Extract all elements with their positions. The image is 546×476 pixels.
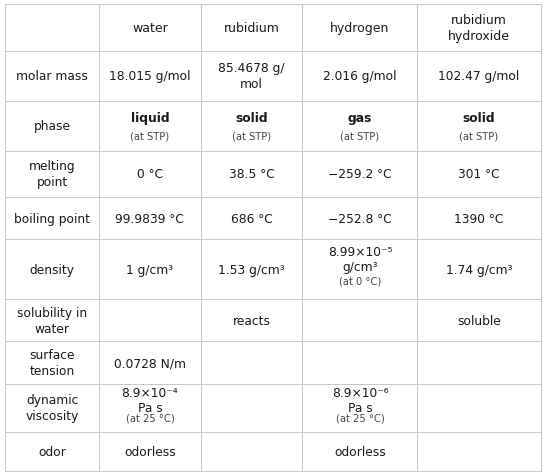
Text: 0.0728 N/m: 0.0728 N/m xyxy=(114,356,186,369)
Text: 8.9×10⁻⁶
Pa s: 8.9×10⁻⁶ Pa s xyxy=(331,386,388,414)
Text: −259.2 °C: −259.2 °C xyxy=(328,168,392,181)
Text: gas: gas xyxy=(348,112,372,125)
Text: (at 25 °C): (at 25 °C) xyxy=(336,412,384,422)
Text: 99.9839 °C: 99.9839 °C xyxy=(116,212,185,225)
Text: phase: phase xyxy=(34,120,71,133)
Text: odorless: odorless xyxy=(334,446,386,458)
Text: (at STP): (at STP) xyxy=(130,131,169,141)
Text: (at STP): (at STP) xyxy=(232,131,271,141)
Text: 0 °C: 0 °C xyxy=(137,168,163,181)
Text: odorless: odorless xyxy=(124,446,176,458)
Text: 686 °C: 686 °C xyxy=(231,212,272,225)
Text: rubidium: rubidium xyxy=(224,22,280,35)
Text: solubility in
water: solubility in water xyxy=(17,307,87,335)
Text: −252.8 °C: −252.8 °C xyxy=(328,212,392,225)
Text: liquid: liquid xyxy=(130,112,169,125)
Text: surface
tension: surface tension xyxy=(29,348,75,377)
Text: 2.016 g/mol: 2.016 g/mol xyxy=(323,70,397,83)
Text: 102.47 g/mol: 102.47 g/mol xyxy=(438,70,520,83)
Text: (at STP): (at STP) xyxy=(340,131,379,141)
Text: (at STP): (at STP) xyxy=(459,131,498,141)
Text: 38.5 °C: 38.5 °C xyxy=(229,168,275,181)
Text: rubidium
hydroxide: rubidium hydroxide xyxy=(448,14,510,43)
Text: hydrogen: hydrogen xyxy=(330,22,390,35)
Text: 8.99×10⁻⁵
g/cm³: 8.99×10⁻⁵ g/cm³ xyxy=(328,246,392,273)
Text: 8.9×10⁻⁴
Pa s: 8.9×10⁻⁴ Pa s xyxy=(122,386,179,414)
Text: molar mass: molar mass xyxy=(16,70,88,83)
Text: 1390 °C: 1390 °C xyxy=(454,212,504,225)
Text: 1.53 g/cm³: 1.53 g/cm³ xyxy=(218,263,285,276)
Text: density: density xyxy=(30,263,75,276)
Text: boiling point: boiling point xyxy=(14,212,90,225)
Text: 18.015 g/mol: 18.015 g/mol xyxy=(109,70,191,83)
Text: melting
point: melting point xyxy=(29,160,75,189)
Text: 85.4678 g/
mol: 85.4678 g/ mol xyxy=(218,62,285,91)
Text: (at 0 °C): (at 0 °C) xyxy=(339,276,381,286)
Text: solid: solid xyxy=(462,112,495,125)
Text: dynamic
viscosity: dynamic viscosity xyxy=(26,394,79,423)
Text: soluble: soluble xyxy=(457,314,501,327)
Text: 301 °C: 301 °C xyxy=(458,168,500,181)
Text: solid: solid xyxy=(235,112,268,125)
Text: 1 g/cm³: 1 g/cm³ xyxy=(126,263,174,276)
Text: water: water xyxy=(132,22,168,35)
Text: 1.74 g/cm³: 1.74 g/cm³ xyxy=(446,263,512,276)
Text: reacts: reacts xyxy=(233,314,271,327)
Text: (at 25 °C): (at 25 °C) xyxy=(126,412,174,422)
Text: odor: odor xyxy=(38,446,66,458)
